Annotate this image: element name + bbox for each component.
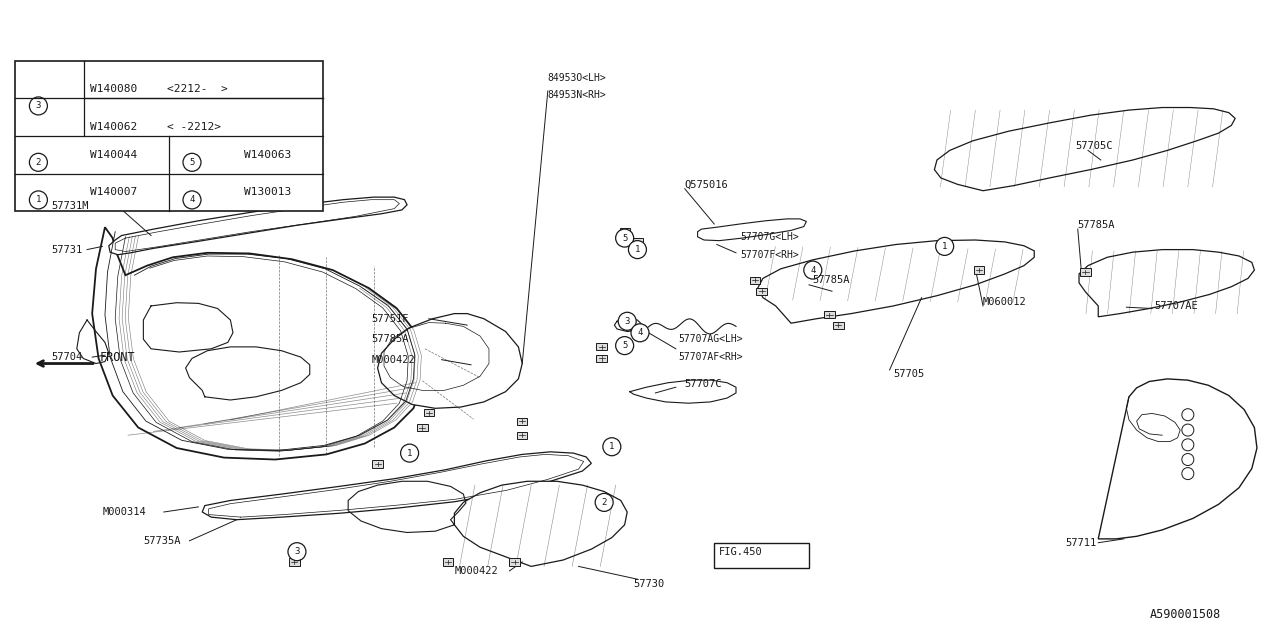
Bar (15, 61, 323, 211)
Polygon shape (92, 227, 425, 460)
Text: M000422: M000422 (454, 566, 498, 576)
Bar (833, 321, 844, 329)
Circle shape (288, 543, 306, 561)
Text: 84953O<LH>: 84953O<LH> (548, 73, 607, 83)
Polygon shape (109, 197, 407, 255)
Text: 57731M: 57731M (51, 201, 88, 211)
Text: 5: 5 (189, 158, 195, 167)
Circle shape (936, 237, 954, 255)
Text: 57707AE: 57707AE (1155, 301, 1198, 311)
Bar (596, 355, 607, 362)
Text: 57735A: 57735A (143, 536, 180, 546)
Text: 57707G<LH>: 57707G<LH> (740, 232, 799, 242)
Bar (509, 558, 520, 566)
Text: 4: 4 (637, 328, 643, 337)
Text: 3: 3 (625, 317, 630, 326)
Text: W140080: W140080 (91, 84, 138, 94)
Bar (632, 238, 643, 246)
Text: 57707F<RH>: 57707F<RH> (740, 250, 799, 260)
Bar (824, 311, 835, 319)
Text: 1: 1 (635, 245, 640, 254)
Circle shape (616, 337, 634, 355)
Text: 57704: 57704 (51, 352, 82, 362)
Text: 57731: 57731 (51, 244, 82, 255)
Bar (424, 409, 434, 417)
Text: W130013: W130013 (244, 188, 292, 197)
Bar (289, 558, 300, 566)
Text: 57705: 57705 (893, 369, 924, 380)
Polygon shape (698, 219, 806, 241)
Bar (417, 424, 428, 431)
Text: FIG.450: FIG.450 (719, 547, 763, 557)
Circle shape (628, 241, 646, 259)
Text: 57785A: 57785A (371, 334, 408, 344)
Text: W140063: W140063 (244, 150, 292, 160)
Circle shape (401, 444, 419, 462)
Bar (596, 343, 607, 351)
Text: 57711: 57711 (1065, 538, 1096, 548)
Bar (1080, 268, 1091, 276)
Text: M000422: M000422 (371, 355, 415, 365)
Bar (517, 431, 527, 439)
Text: <2212-  >: <2212- > (168, 84, 228, 94)
Text: 2: 2 (602, 498, 607, 507)
Text: W140007: W140007 (91, 188, 138, 197)
Bar (974, 266, 984, 274)
Text: 4: 4 (189, 195, 195, 204)
Bar (620, 228, 630, 236)
Polygon shape (934, 108, 1235, 191)
Circle shape (804, 261, 822, 279)
Text: 3: 3 (36, 101, 41, 111)
Bar (517, 417, 527, 425)
Text: 5: 5 (622, 234, 627, 243)
Text: 84953N<RH>: 84953N<RH> (548, 90, 607, 100)
Circle shape (618, 312, 636, 330)
Circle shape (616, 229, 634, 247)
Circle shape (29, 154, 47, 172)
Polygon shape (758, 240, 1034, 323)
Circle shape (183, 154, 201, 172)
Text: 1: 1 (942, 242, 947, 251)
Text: 57785A: 57785A (813, 275, 850, 285)
Circle shape (29, 191, 47, 209)
Text: 4: 4 (810, 266, 815, 275)
Bar (756, 287, 767, 295)
Text: 1: 1 (36, 195, 41, 204)
Circle shape (595, 493, 613, 511)
Text: 57707AF<RH>: 57707AF<RH> (678, 352, 742, 362)
Text: W140062: W140062 (91, 122, 138, 132)
Text: M000314: M000314 (102, 507, 146, 517)
Bar (750, 276, 760, 284)
Circle shape (183, 191, 201, 209)
Text: 57785A: 57785A (1078, 220, 1115, 230)
Text: W140044: W140044 (91, 150, 138, 160)
Circle shape (603, 438, 621, 456)
Text: 57705C: 57705C (1075, 141, 1112, 151)
Text: Q575016: Q575016 (685, 179, 728, 189)
Text: 57707AG<LH>: 57707AG<LH> (678, 334, 742, 344)
Text: M060012: M060012 (983, 297, 1027, 307)
Polygon shape (378, 314, 522, 408)
Text: FRONT: FRONT (100, 351, 136, 364)
Polygon shape (454, 481, 627, 566)
Text: 57730: 57730 (634, 579, 664, 589)
Bar (714, 543, 809, 568)
Text: A590001508: A590001508 (1149, 608, 1221, 621)
Bar (443, 558, 453, 566)
Text: 1: 1 (609, 442, 614, 451)
Circle shape (631, 324, 649, 342)
Text: 3: 3 (294, 547, 300, 556)
Polygon shape (202, 452, 591, 520)
Circle shape (29, 97, 47, 115)
Text: 57751F: 57751F (371, 314, 408, 324)
Text: 5: 5 (622, 341, 627, 350)
Polygon shape (1098, 379, 1257, 539)
Text: < -2212>: < -2212> (168, 122, 221, 132)
Text: 1: 1 (407, 449, 412, 458)
Polygon shape (1079, 250, 1254, 317)
Text: 2: 2 (36, 158, 41, 167)
Text: 57707C: 57707C (685, 379, 722, 389)
Bar (372, 460, 383, 468)
